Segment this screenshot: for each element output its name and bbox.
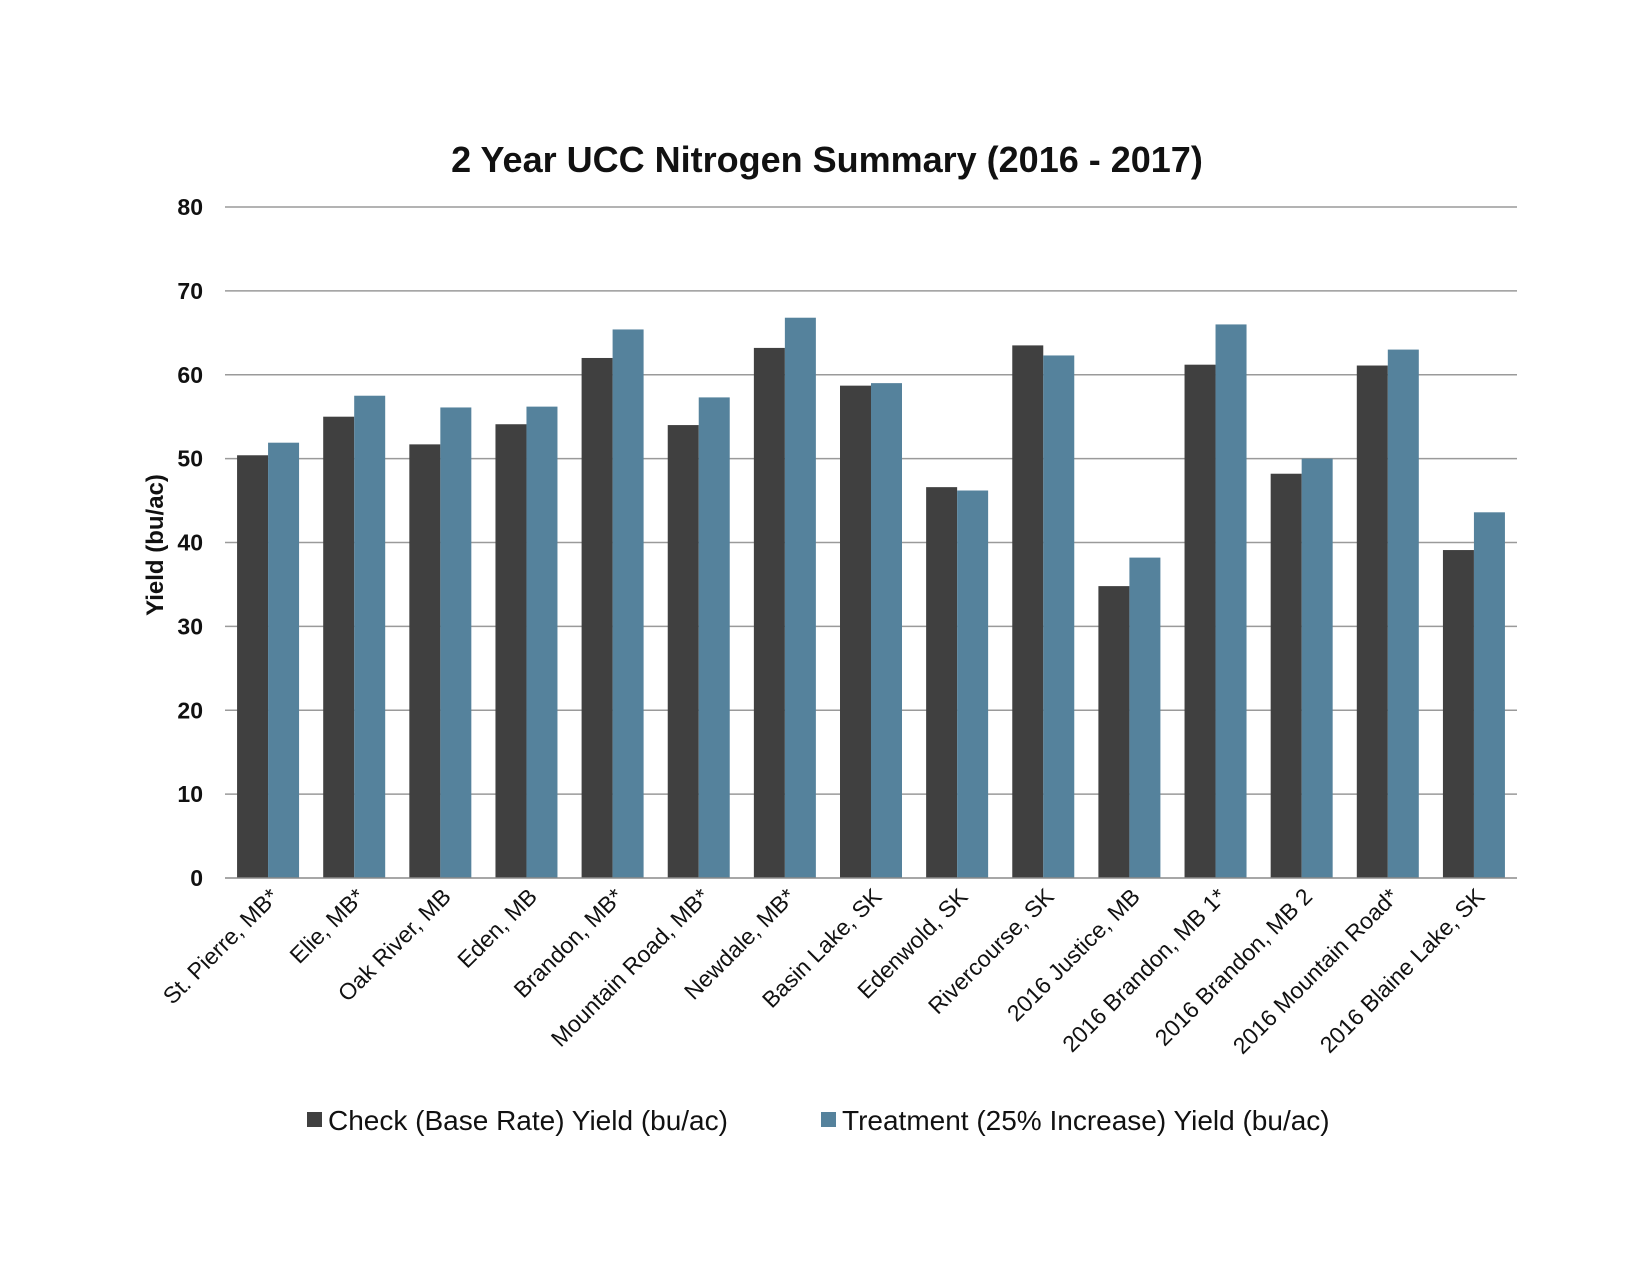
bar-check-0 bbox=[237, 455, 269, 878]
bar-check-9 bbox=[1012, 345, 1044, 878]
bar-check-12 bbox=[1270, 473, 1302, 878]
bar-check-5 bbox=[667, 425, 699, 878]
legend-label-check: Check (Base Rate) Yield (bu/ac) bbox=[328, 1105, 728, 1136]
y-tick-label: 60 bbox=[177, 362, 203, 388]
bar-treatment-11 bbox=[1215, 324, 1247, 878]
x-tick-label: 2016 Brandon, MB 2 bbox=[1150, 883, 1318, 1051]
bar-treatment-6 bbox=[784, 317, 816, 879]
bar-treatment-7 bbox=[871, 383, 902, 878]
bar-check-1 bbox=[323, 416, 355, 878]
chart-title: 2 Year UCC Nitrogen Summary (2016 - 2017… bbox=[451, 139, 1203, 180]
bar-check-8 bbox=[926, 487, 958, 878]
legend: Check (Base Rate) Yield (bu/ac) Treatment… bbox=[307, 1105, 1330, 1136]
x-tick-label: St. Pierre, MB* bbox=[158, 883, 284, 1009]
bar-check-4 bbox=[581, 357, 613, 879]
x-tick-label: 2016 Brandon, MB 1* bbox=[1057, 883, 1231, 1057]
y-tick-label: 30 bbox=[177, 613, 203, 639]
x-tick-label: 2016 Blaine Lake, SK bbox=[1315, 883, 1490, 1058]
bar-treatment-2 bbox=[440, 407, 472, 878]
bars bbox=[237, 317, 1505, 879]
bar-treatment-0 bbox=[268, 442, 300, 878]
bar-check-11 bbox=[1184, 364, 1216, 878]
bar-treatment-3 bbox=[526, 406, 558, 878]
y-axis-ticks: 0 10 20 30 40 50 60 70 80 bbox=[177, 194, 203, 891]
bar-check-2 bbox=[409, 444, 441, 878]
y-tick-label: 70 bbox=[177, 278, 203, 304]
bar-check-3 bbox=[495, 424, 527, 878]
bar-treatment-1 bbox=[354, 395, 386, 878]
x-tick-label: Mountain Road, MB* bbox=[546, 883, 714, 1051]
bar-treatment-4 bbox=[612, 329, 644, 878]
x-tick-label: Eden, MB bbox=[452, 883, 542, 973]
bar-treatment-9 bbox=[1043, 355, 1075, 878]
bar-treatment-13 bbox=[1387, 349, 1419, 878]
bar-treatment-10 bbox=[1129, 557, 1161, 878]
bar-treatment-5 bbox=[698, 397, 730, 878]
x-tick-label: Elie, MB* bbox=[284, 883, 369, 968]
legend-swatch-check bbox=[307, 1112, 322, 1127]
bar-treatment-14 bbox=[1473, 512, 1505, 878]
bar-check-6 bbox=[753, 347, 785, 878]
legend-swatch-treatment bbox=[821, 1112, 836, 1127]
x-tick-label: 2016 Mountain Road* bbox=[1228, 883, 1404, 1059]
x-axis-ticks: St. Pierre, MB* Elie, MB*Oak River, MBEde… bbox=[158, 883, 1490, 1059]
y-tick-label: 80 bbox=[177, 194, 203, 220]
bar-check-7 bbox=[840, 385, 871, 878]
bar-check-13 bbox=[1356, 365, 1388, 878]
y-tick-label: 10 bbox=[177, 781, 203, 807]
bar-check-10 bbox=[1098, 586, 1130, 878]
bar-treatment-12 bbox=[1301, 458, 1333, 878]
y-tick-label: 50 bbox=[177, 446, 203, 472]
legend-label-treatment: Treatment (25% Increase) Yield (bu/ac) bbox=[842, 1105, 1330, 1136]
bar-treatment-8 bbox=[957, 490, 989, 878]
y-tick-label: 20 bbox=[177, 697, 203, 723]
y-axis-title: Yield (bu/ac) bbox=[142, 474, 169, 616]
y-tick-label: 0 bbox=[190, 865, 203, 891]
y-tick-label: 40 bbox=[177, 530, 203, 556]
bar-check-14 bbox=[1442, 550, 1474, 878]
